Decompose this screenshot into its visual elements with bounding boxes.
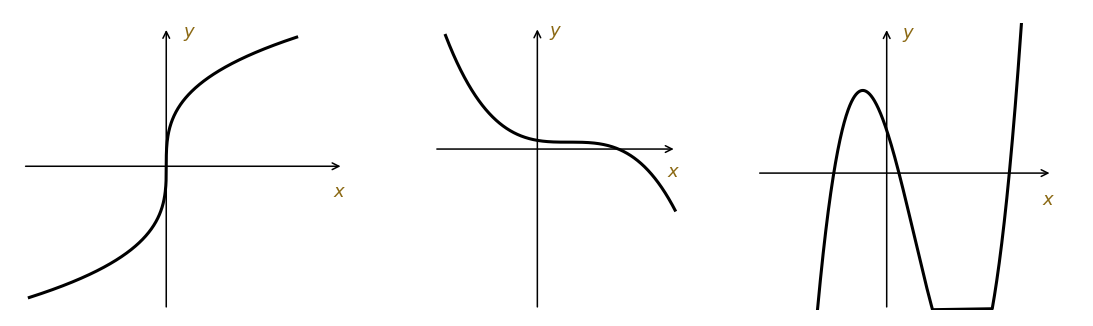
Text: $x$: $x$	[667, 163, 680, 181]
Text: $y$: $y$	[902, 26, 916, 44]
Text: $x$: $x$	[333, 183, 346, 201]
Text: $y$: $y$	[550, 24, 563, 42]
Text: $x$: $x$	[1043, 191, 1056, 209]
Text: $y$: $y$	[184, 25, 197, 43]
